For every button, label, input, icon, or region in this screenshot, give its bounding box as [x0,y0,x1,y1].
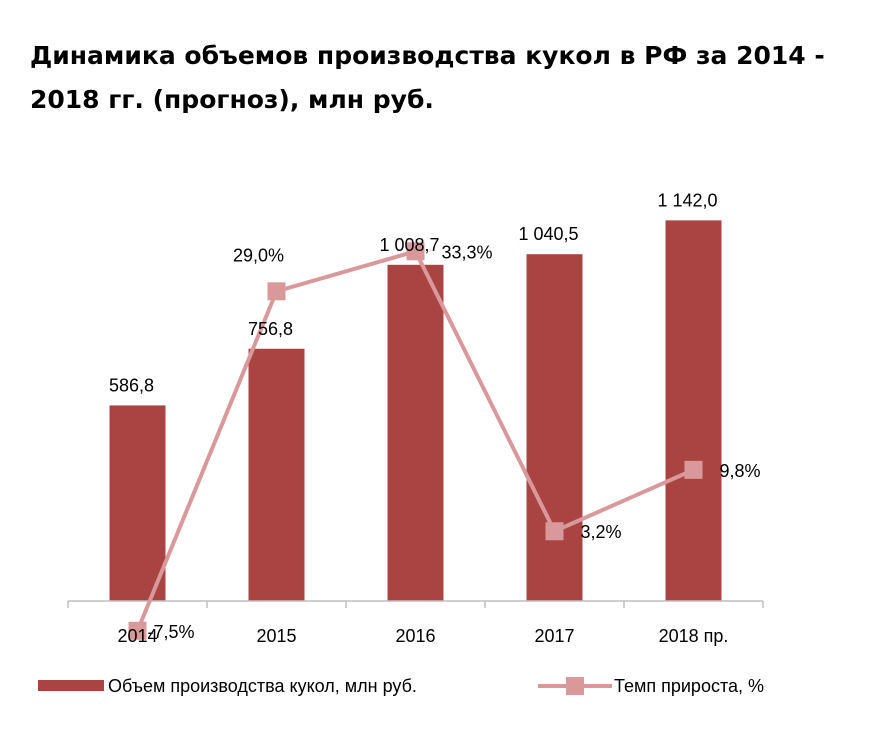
growth-marker-2017 [545,522,564,541]
bar-value-label: 1 008,7 [379,235,439,255]
legend-line-marker [566,677,584,695]
legend-bar-label: Объем производства кукол, млн руб. [108,676,417,696]
line-layer [128,242,703,640]
growth-value-label: 33,3% [442,242,493,262]
x-tick-label: 2015 [256,626,296,646]
growth-marker-2016 [406,242,425,261]
bar-2018 пр. [665,220,722,601]
bars-layer [109,220,722,601]
chart-title: Динамика объемов производства кукол в РФ… [30,41,825,114]
legend-line-label: Темп прироста, % [614,676,764,696]
bar-2017 [526,254,583,601]
growth-value-label: 3,2% [581,522,622,542]
axis-ticks [67,601,764,608]
bar-2016 [387,264,444,601]
growth-value-label: 9,8% [720,461,761,481]
legend-bar-swatch [38,680,104,691]
growth-value-label: 29,0% [233,245,284,265]
x-tick-label: 2016 [395,626,435,646]
bar-value-label: 1 142,0 [657,190,717,210]
bar-2015 [248,348,305,601]
bar-value-label: 586,8 [109,375,154,395]
x-tick-label: 2018 пр. [659,626,729,646]
bar-2014 [109,405,166,601]
growth-marker-2018 пр. [684,460,703,479]
labels-layer: 2014 2015 2016 2017 2018 пр. 586,8 756,8 1 008,… [109,190,761,646]
bar-value-label: 1 040,5 [518,224,578,244]
growth-value-label: -7,5% [148,622,195,642]
bar-value-label: 756,8 [248,319,293,339]
x-tick-label: 2014 [117,626,157,646]
x-tick-label: 2017 [534,626,574,646]
legend: Объем производства кукол, млн руб. Темп … [38,676,764,696]
growth-marker-2015 [267,282,286,301]
growth-marker-2014 [128,621,147,640]
